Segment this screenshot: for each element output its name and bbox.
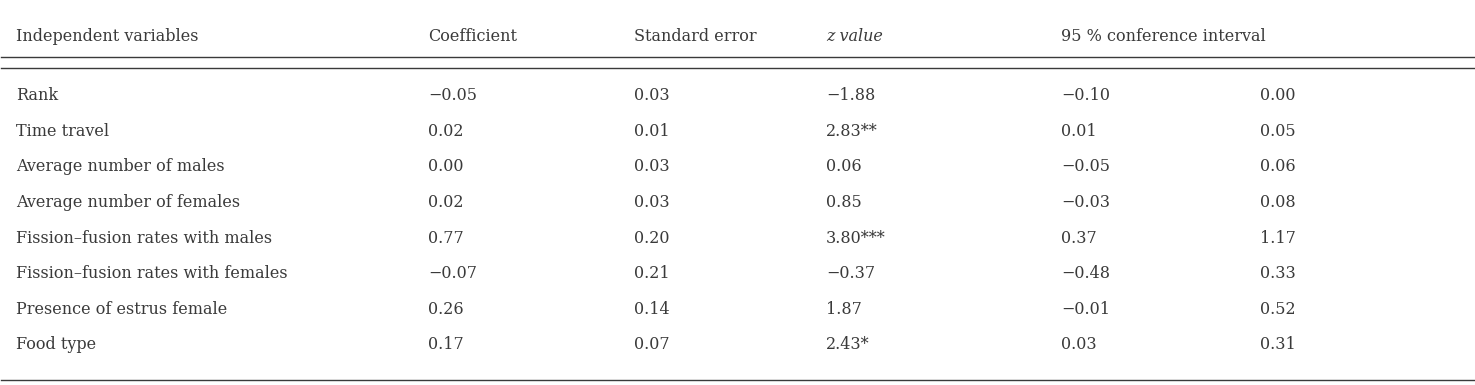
Text: 0.02: 0.02 [428,194,463,211]
Text: 1.87: 1.87 [826,301,861,318]
Text: 0.77: 0.77 [428,229,465,246]
Text: 2.43*: 2.43* [826,336,869,353]
Text: 0.26: 0.26 [428,301,465,318]
Text: 0.06: 0.06 [826,159,861,176]
Text: 0.08: 0.08 [1260,194,1295,211]
Text: Time travel: Time travel [16,123,109,140]
Text: Fission–fusion rates with males: Fission–fusion rates with males [16,229,273,246]
Text: 0.06: 0.06 [1260,159,1295,176]
Text: 0.03: 0.03 [634,159,670,176]
Text: 0.31: 0.31 [1260,336,1297,353]
Text: −0.10: −0.10 [1062,87,1111,104]
Text: Average number of males: Average number of males [16,159,224,176]
Text: Fission–fusion rates with females: Fission–fusion rates with females [16,265,288,282]
Text: −0.05: −0.05 [1062,159,1111,176]
Text: Presence of estrus female: Presence of estrus female [16,301,227,318]
Text: z value: z value [826,28,882,45]
Text: −0.03: −0.03 [1062,194,1111,211]
Text: −0.37: −0.37 [826,265,875,282]
Text: Food type: Food type [16,336,96,353]
Text: 0.00: 0.00 [428,159,463,176]
Text: 0.03: 0.03 [634,194,670,211]
Text: 0.05: 0.05 [1260,123,1295,140]
Text: −0.05: −0.05 [428,87,478,104]
Text: 0.01: 0.01 [634,123,670,140]
Text: 3.80***: 3.80*** [826,229,885,246]
Text: −1.88: −1.88 [826,87,875,104]
Text: −0.01: −0.01 [1062,301,1111,318]
Text: 0.03: 0.03 [1062,336,1097,353]
Text: 0.21: 0.21 [634,265,670,282]
Text: −0.48: −0.48 [1062,265,1111,282]
Text: Rank: Rank [16,87,58,104]
Text: 0.85: 0.85 [826,194,861,211]
Text: 0.03: 0.03 [634,87,670,104]
Text: 95 % conference interval: 95 % conference interval [1062,28,1266,45]
Text: 0.07: 0.07 [634,336,670,353]
Text: Average number of females: Average number of females [16,194,240,211]
Text: 0.14: 0.14 [634,301,670,318]
Text: 0.33: 0.33 [1260,265,1297,282]
Text: 0.20: 0.20 [634,229,670,246]
Text: 0.02: 0.02 [428,123,463,140]
Text: 0.00: 0.00 [1260,87,1295,104]
Text: 1.17: 1.17 [1260,229,1297,246]
Text: Independent variables: Independent variables [16,28,199,45]
Text: −0.07: −0.07 [428,265,478,282]
Text: Standard error: Standard error [634,28,757,45]
Text: Coefficient: Coefficient [428,28,518,45]
Text: 0.37: 0.37 [1062,229,1097,246]
Text: 0.52: 0.52 [1260,301,1295,318]
Text: 0.01: 0.01 [1062,123,1097,140]
Text: 2.83**: 2.83** [826,123,878,140]
Text: 0.17: 0.17 [428,336,465,353]
